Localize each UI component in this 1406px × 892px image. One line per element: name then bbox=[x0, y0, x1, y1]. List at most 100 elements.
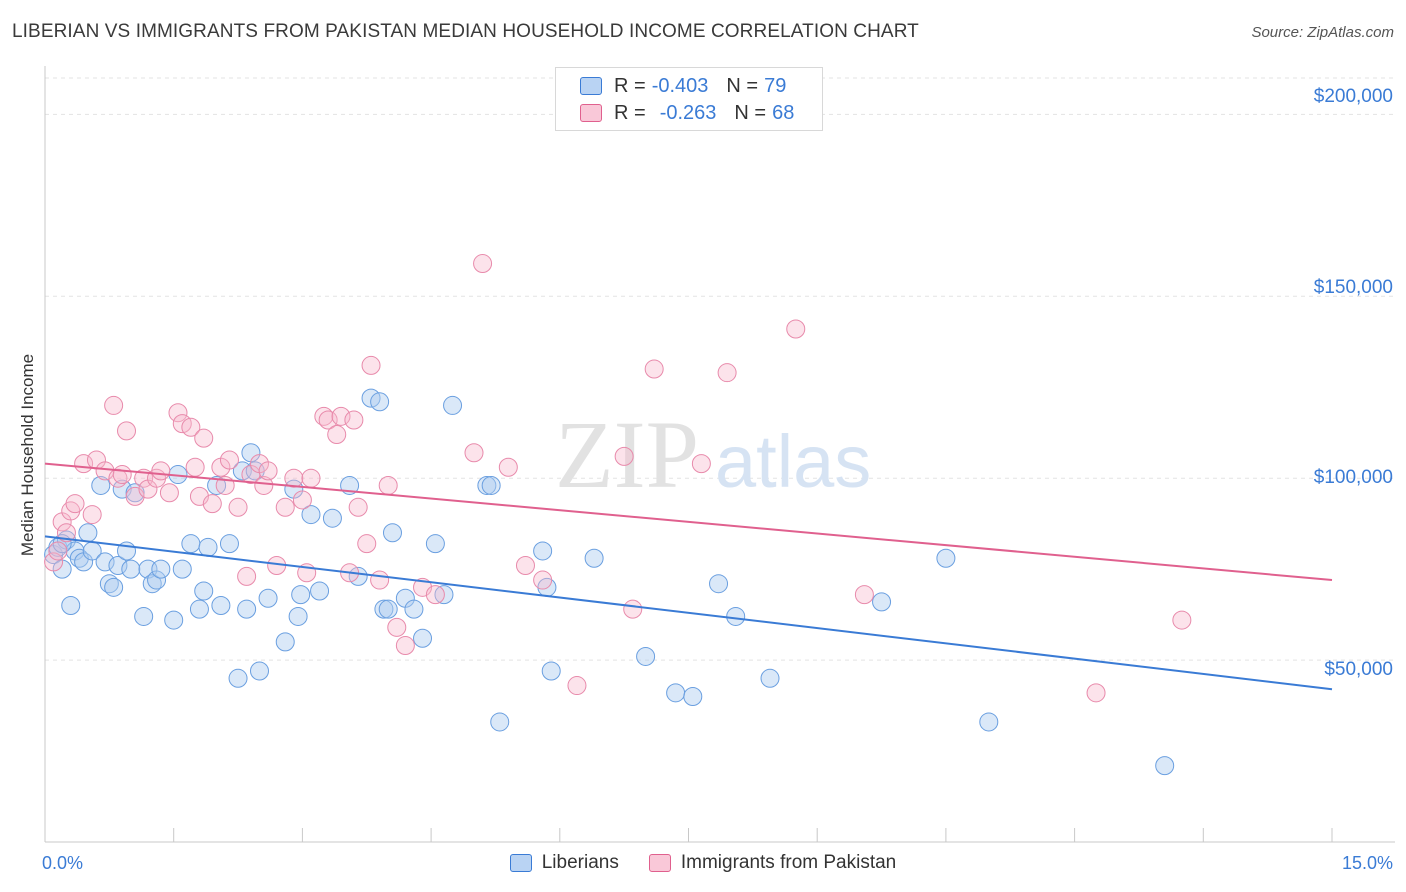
pakistan-point bbox=[387, 617, 407, 637]
liberians-point bbox=[979, 712, 999, 732]
liberians-point bbox=[1155, 756, 1175, 776]
n-value: 79 bbox=[764, 74, 787, 97]
liberians-point bbox=[760, 668, 780, 688]
liberians-point bbox=[666, 683, 686, 703]
pakistan-point bbox=[614, 446, 634, 466]
pakistan-point bbox=[275, 497, 295, 517]
liberians-point bbox=[291, 585, 311, 605]
liberians-point bbox=[95, 552, 115, 572]
legend-item-pakistan[interactable]: Immigrants from Pakistan bbox=[648, 852, 897, 874]
pakistan-point bbox=[258, 461, 278, 481]
liberians-point bbox=[219, 534, 239, 554]
liberians-point bbox=[404, 599, 424, 619]
liberians-point bbox=[425, 534, 445, 554]
liberians-point bbox=[541, 661, 561, 681]
watermark: ZIP atlas bbox=[555, 401, 871, 508]
liberians-point bbox=[683, 686, 703, 706]
stats-row-liberians: R = -0.403 N = 79 bbox=[580, 73, 786, 99]
pakistan-point bbox=[464, 443, 484, 463]
pakistan-point bbox=[44, 552, 64, 572]
stats-legend: R = -0.403 N = 79 R = -0.263 N = 68 bbox=[555, 67, 823, 131]
n-value: 68 bbox=[772, 101, 795, 124]
pakistan-point bbox=[292, 490, 312, 510]
liberians-point bbox=[258, 588, 278, 608]
pakistan-point bbox=[194, 428, 214, 448]
chart-title: LIBERIAN VS IMMIGRANTS FROM PAKISTAN MED… bbox=[12, 21, 919, 42]
liberians-point bbox=[108, 556, 128, 576]
legend-label: Immigrants from Pakistan bbox=[680, 852, 897, 873]
r-label: R = bbox=[614, 74, 646, 97]
pakistan-point bbox=[644, 359, 664, 379]
pakistan-point bbox=[185, 457, 205, 477]
pakistan-point bbox=[327, 425, 347, 445]
pakistan-point bbox=[357, 534, 377, 554]
liberians-point bbox=[477, 475, 497, 495]
watermark-zip: ZIP bbox=[555, 401, 699, 508]
pakistan-swatch bbox=[580, 104, 602, 122]
r-value: -0.263 bbox=[659, 101, 717, 124]
pakistan-point bbox=[786, 319, 806, 339]
pakistan-point bbox=[254, 475, 274, 495]
liberians-point bbox=[250, 661, 269, 681]
liberians-point bbox=[378, 599, 398, 619]
trend-lines bbox=[44, 462, 1333, 691]
r-value: -0.403 bbox=[651, 74, 709, 97]
liberians-point bbox=[481, 475, 501, 495]
pakistan-point bbox=[65, 494, 85, 514]
pakistan-point bbox=[104, 395, 124, 415]
x-tick-label-max: 15.0% bbox=[1341, 853, 1393, 873]
y-tick-label: $100,000 bbox=[1313, 467, 1393, 488]
liberians-point bbox=[275, 632, 295, 652]
pakistan-point bbox=[425, 585, 445, 605]
liberians-point bbox=[322, 508, 342, 528]
liberians-point bbox=[211, 596, 231, 616]
legend-item-liberians[interactable]: Liberians bbox=[509, 852, 619, 874]
liberians-point bbox=[413, 628, 433, 648]
liberians-point bbox=[636, 646, 656, 666]
pakistan-point bbox=[498, 457, 518, 477]
pakistan-point bbox=[344, 410, 364, 430]
pakistan-point bbox=[361, 355, 381, 375]
r-label: R = bbox=[614, 101, 646, 124]
pakistan-point bbox=[370, 570, 390, 590]
liberians-point bbox=[151, 559, 171, 579]
legend-label: Liberians bbox=[541, 852, 619, 873]
liberians-point bbox=[370, 392, 390, 412]
liberians-point bbox=[237, 599, 257, 619]
pakistan-point bbox=[854, 585, 874, 605]
pakistan-point bbox=[318, 410, 338, 430]
pakistan-point bbox=[1086, 683, 1106, 703]
pakistan-point bbox=[378, 475, 398, 495]
pakistan-point bbox=[567, 676, 587, 696]
liberians-point bbox=[533, 541, 553, 561]
liberians-point bbox=[228, 668, 248, 688]
liberians-point bbox=[198, 537, 218, 557]
pakistan-trend-line bbox=[44, 462, 1333, 582]
series-legend: Liberians Immigrants from Pakistan bbox=[0, 852, 1406, 874]
pakistan-point bbox=[228, 497, 248, 517]
liberians-point bbox=[310, 581, 330, 601]
pakistan-point bbox=[48, 541, 68, 561]
pakistan-swatch bbox=[648, 854, 671, 872]
pakistan-point bbox=[117, 421, 137, 441]
pakistan-point bbox=[181, 417, 201, 437]
pakistan-point bbox=[348, 497, 368, 517]
liberians-point bbox=[121, 559, 141, 579]
y-tick-label: $150,000 bbox=[1313, 277, 1393, 298]
liberians-point bbox=[61, 596, 81, 616]
pakistan-point bbox=[623, 599, 643, 619]
stats-row-pakistan: R = -0.263 N = 68 bbox=[580, 100, 794, 126]
pakistan-point bbox=[533, 570, 553, 590]
liberians-point bbox=[164, 610, 184, 630]
y-tick-label: $50,000 bbox=[1324, 659, 1393, 680]
pakistan-point bbox=[473, 254, 493, 274]
liberians-point bbox=[172, 559, 192, 579]
pakistan-point bbox=[151, 461, 171, 481]
pakistan-point bbox=[219, 450, 239, 470]
liberians-swatch bbox=[580, 77, 602, 95]
pakistan-point bbox=[395, 636, 415, 656]
x-tick-label-min: 0.0% bbox=[42, 853, 84, 873]
x-axis bbox=[44, 66, 1395, 843]
liberians-point bbox=[78, 523, 98, 543]
